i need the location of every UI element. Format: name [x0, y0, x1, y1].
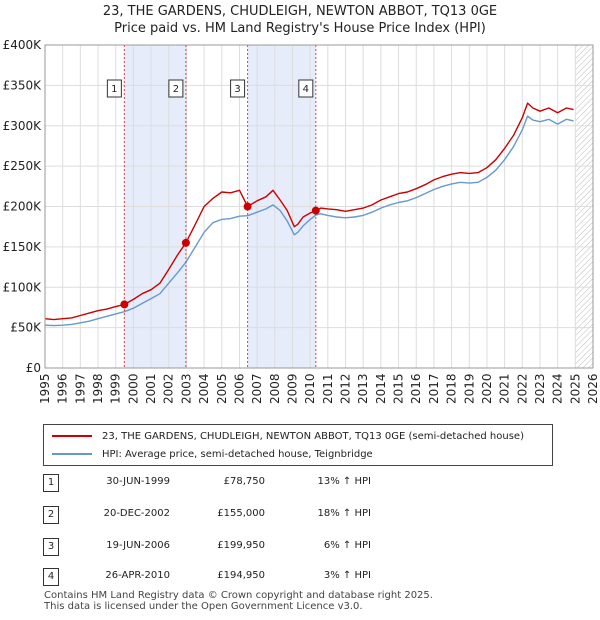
x-tick-label: 2001 [144, 373, 158, 404]
footer-copyright: Contains HM Land Registry data © Crown c… [44, 590, 433, 601]
table-row: 1 30-JUN-1999 £78,750 13% ↑ HPI [0, 474, 600, 492]
x-tick-label: 1998 [91, 373, 105, 404]
sale-hpi-diff: 18% ↑ HPI [317, 508, 371, 519]
sale-number-box [106, 79, 122, 98]
sale-number-label: 3 [234, 84, 240, 95]
legend-item-property: 23, THE GARDENS, CHUDLEIGH, NEWTON ABBOT… [52, 428, 524, 444]
x-tick-label: 2026 [586, 373, 600, 404]
chart-subtitle: Price paid vs. HM Land Registry's House … [114, 21, 486, 36]
sale-point [243, 202, 252, 211]
x-tick-label: 1999 [109, 373, 123, 404]
y-tick-label: £300K [3, 119, 43, 133]
sale-hpi-diff: 3% ↑ HPI [323, 570, 371, 581]
legend-label-hpi: HPI: Average price, semi-detached house,… [102, 448, 373, 460]
sale-price: £78,750 [223, 476, 265, 487]
sale-number-badge: 1 [43, 474, 59, 492]
y-tick-label: £250K [3, 159, 43, 173]
x-tick-label: 2002 [162, 373, 176, 404]
sale-point [311, 206, 320, 215]
sale-number-badge: 3 [43, 538, 59, 556]
x-tick-label: 2003 [179, 373, 193, 404]
x-tick-label: 2020 [480, 373, 494, 404]
marker-layer: 1 2 3 4 [106, 45, 320, 368]
x-tick-label: 2019 [462, 373, 476, 404]
x-tick-label: 2016 [409, 373, 423, 404]
x-tick-label: 2010 [303, 373, 317, 404]
sale-date: 26-APR-2010 [105, 570, 170, 581]
axis-layer: £0 £50K £100K £150K £200K £250K £300K £350K £400… [3, 38, 600, 404]
sale-price: £199,950 [217, 540, 265, 551]
sale-number-box [168, 79, 184, 98]
sale-hpi-diff: 13% ↑ HPI [317, 476, 371, 487]
table-row: 4 26-APR-2010 £194,950 3% ↑ HPI [0, 568, 600, 586]
sale-number-box [230, 79, 246, 98]
table-row: 3 19-JUN-2006 £199,950 6% ↑ HPI [0, 538, 600, 556]
x-tick-label: 2014 [374, 373, 388, 404]
sale-date: 20-DEC-2002 [103, 508, 170, 519]
x-tick-label: 2007 [250, 373, 264, 404]
x-tick-label: 2021 [498, 373, 512, 404]
series-layer [44, 102, 574, 327]
table-row: 2 20-DEC-2002 £155,000 18% ↑ HPI [0, 506, 600, 524]
x-tick-label: 2023 [533, 373, 547, 404]
sale-hpi-diff: 6% ↑ HPI [323, 540, 371, 551]
legend-swatch-property [52, 435, 92, 437]
x-tick-label: 2025 [568, 373, 582, 404]
sale-number-label: 2 [173, 84, 179, 95]
x-tick-label: 2011 [321, 373, 335, 404]
sale-price: £155,000 [217, 508, 265, 519]
x-tick-label: 2022 [515, 373, 529, 404]
sale-date: 19-JUN-2006 [106, 540, 170, 551]
x-tick-label: 2012 [339, 373, 353, 404]
x-tick-label: 2013 [356, 373, 370, 404]
y-tick-label: £400K [3, 38, 43, 52]
footer-licence: This data is licensed under the Open Gov… [44, 601, 363, 612]
y-tick-label: £150K [3, 240, 43, 254]
plot-frame [44, 44, 594, 369]
legend-swatch-hpi [52, 453, 92, 455]
x-tick-label: 2009 [285, 373, 299, 404]
y-tick-label: £350K [3, 78, 43, 92]
sale-price: £194,950 [217, 570, 265, 581]
x-tick-label: 2015 [392, 373, 406, 404]
sale-number-badge: 2 [43, 506, 59, 524]
sale-number-badge: 4 [43, 568, 59, 586]
legend-item-hpi: HPI: Average price, semi-detached house,… [52, 446, 373, 462]
y-tick-label: £0 [26, 361, 41, 375]
x-tick-label: 2017 [427, 373, 441, 404]
chart-legend: 23, THE GARDENS, CHUDLEIGH, NEWTON ABBOT… [43, 424, 553, 466]
x-tick-label: 2018 [445, 373, 459, 404]
sale-date: 30-JUN-1999 [106, 476, 170, 487]
hpi-line [44, 115, 574, 327]
x-tick-label: 2006 [232, 373, 246, 404]
legend-label-property: 23, THE GARDENS, CHUDLEIGH, NEWTON ABBOT… [102, 430, 524, 442]
x-tick-label: 1996 [56, 373, 70, 404]
y-tick-label: £50K [10, 321, 42, 335]
x-tick-label: 2000 [126, 373, 140, 404]
property-price-line [44, 102, 574, 321]
x-tick-label: 1995 [38, 373, 52, 404]
sale-number-label: 1 [111, 84, 117, 95]
y-tick-label: £100K [3, 280, 43, 294]
x-tick-label: 2005 [215, 373, 229, 404]
x-tick-label: 2004 [197, 373, 211, 404]
x-tick-label: 1997 [73, 373, 87, 404]
sale-number-box [298, 79, 314, 98]
sale-point [120, 300, 129, 309]
sale-point [181, 238, 190, 247]
x-tick-label: 2008 [268, 373, 282, 404]
y-tick-label: £200K [3, 200, 43, 214]
sale-number-label: 4 [303, 84, 309, 95]
chart-title: 23, THE GARDENS, CHUDLEIGH, NEWTON ABBOT… [102, 4, 498, 19]
price-chart: 1 2 3 4 £0 £50K £100K £150K £200K £250K £300K £350… [3, 38, 600, 404]
x-tick-label: 2024 [551, 373, 565, 404]
